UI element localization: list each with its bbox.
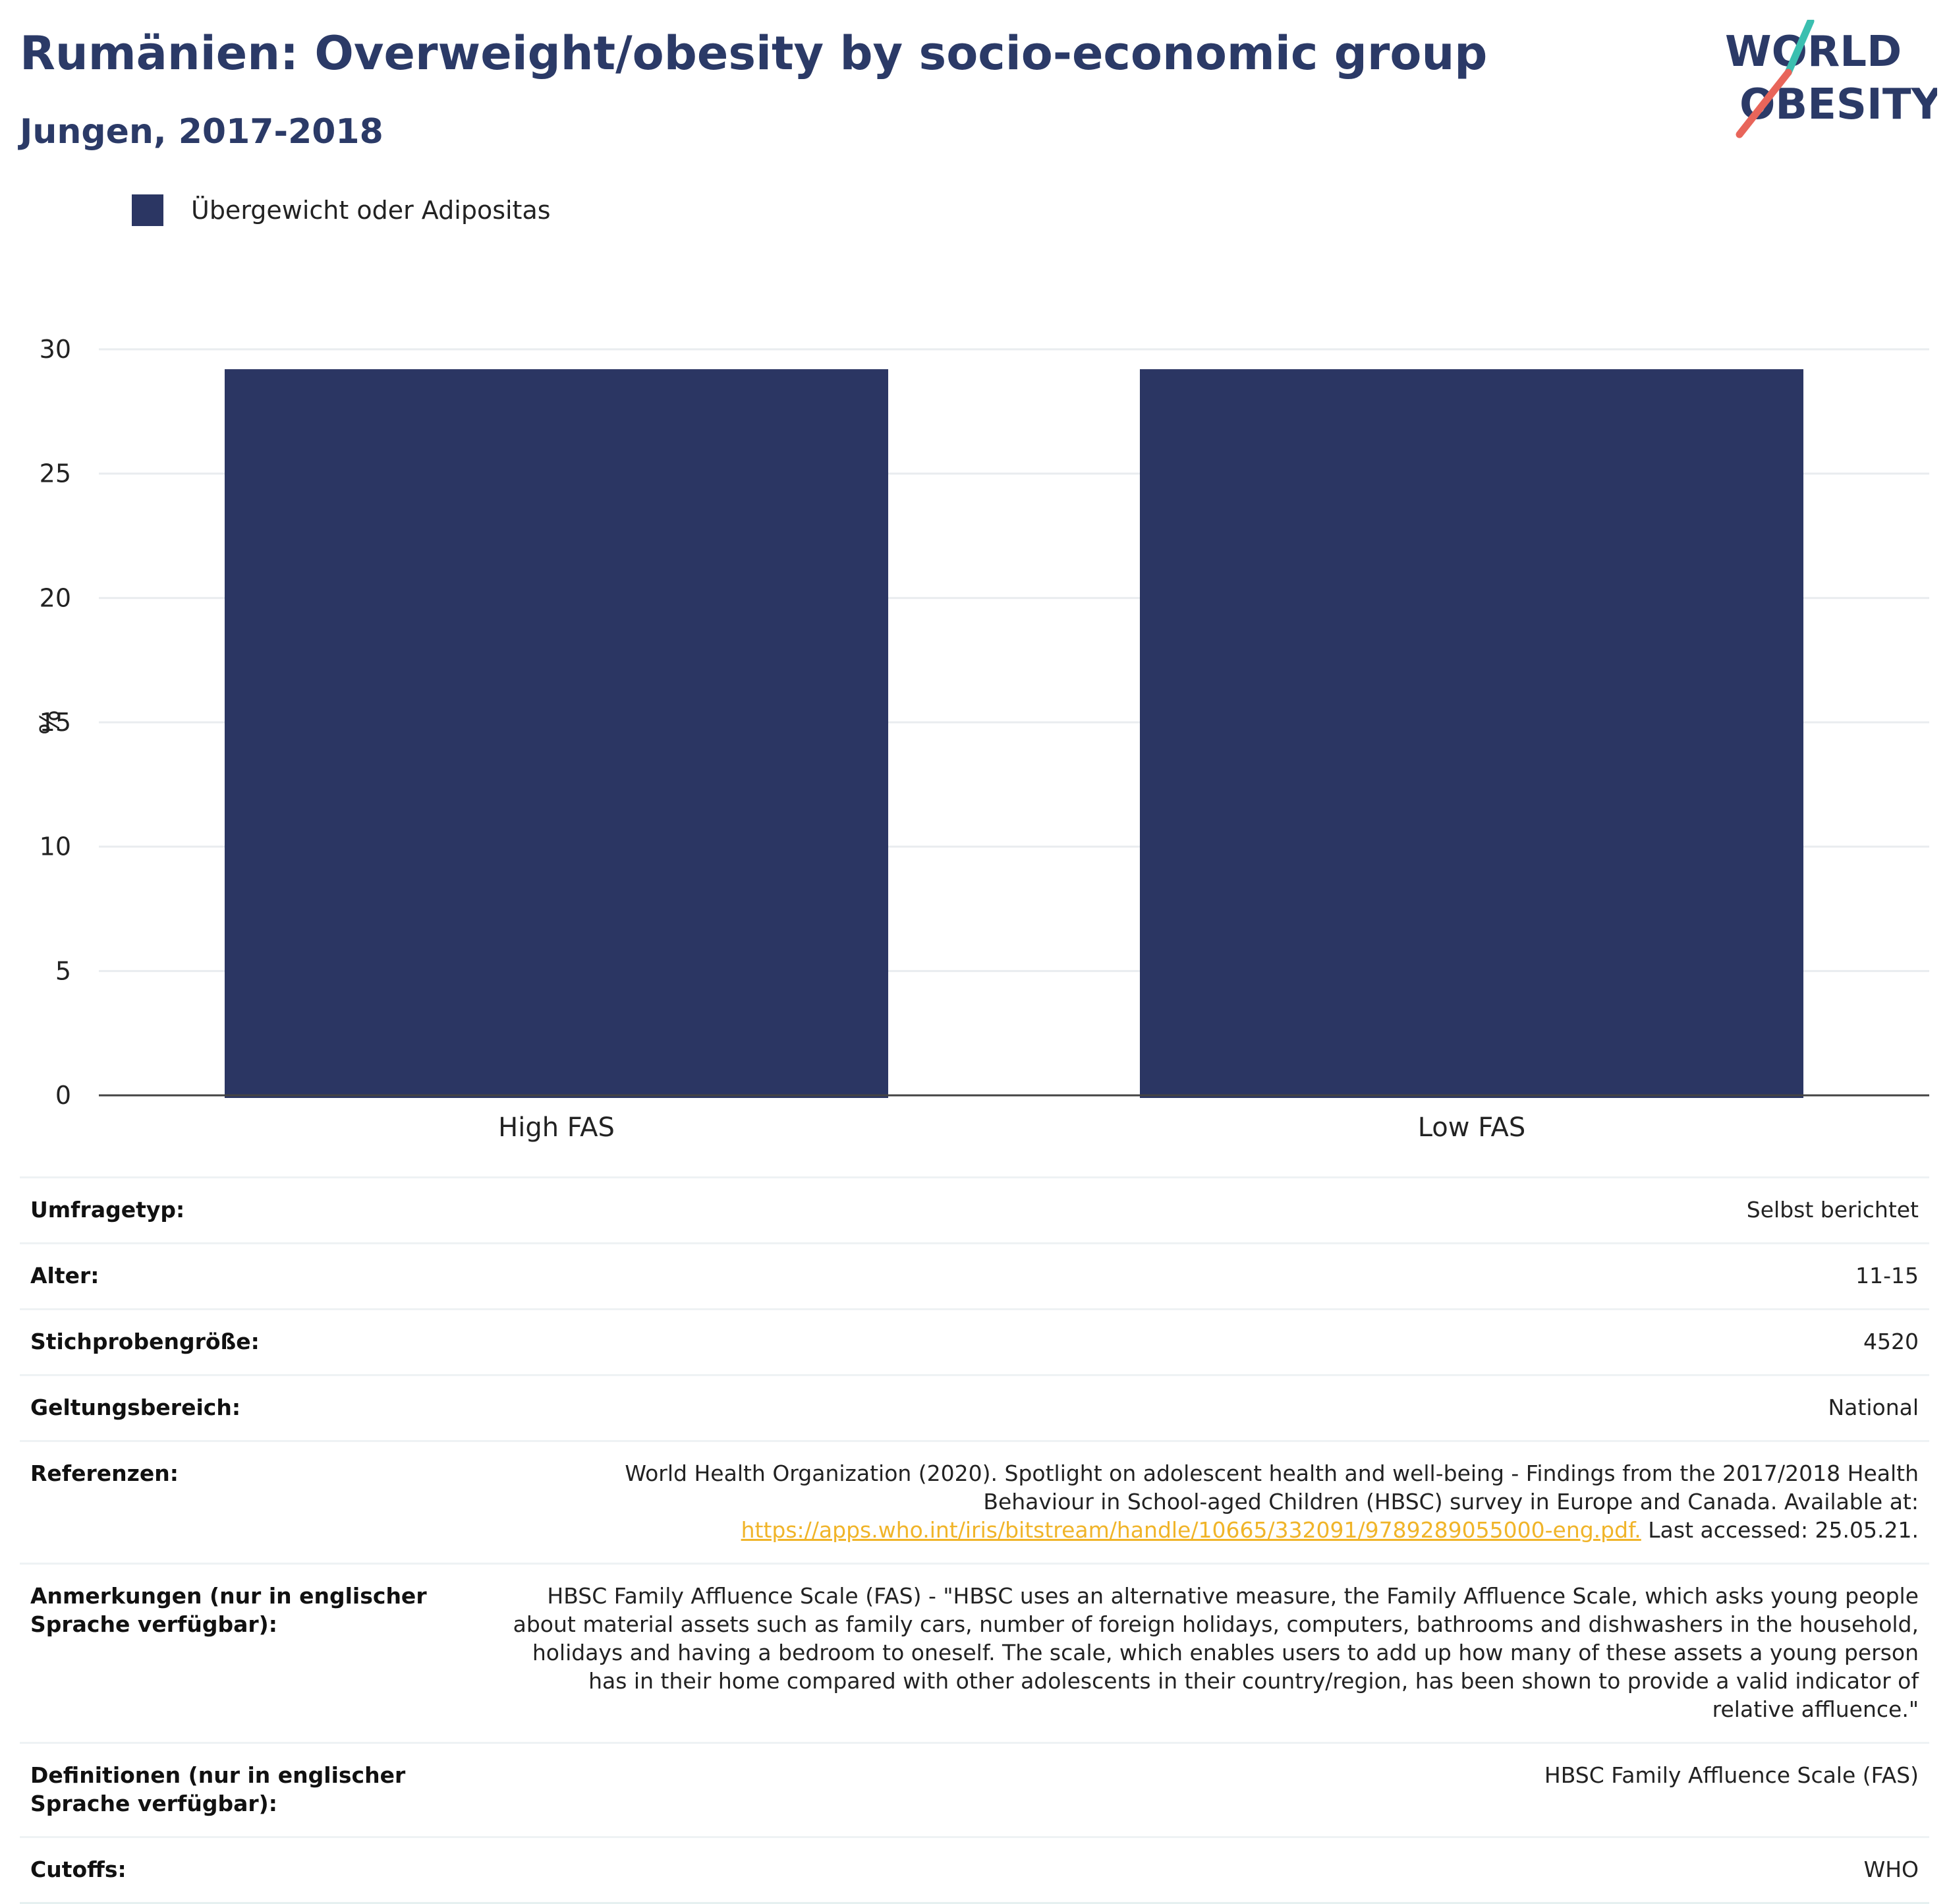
row-value: HBSC Family Affluence Scale (FAS) - "HBS… — [502, 1563, 1929, 1743]
page-subtitle: Jungen, 2017-2018 — [20, 112, 383, 152]
page-title: Rumänien: Overweight/obesity by socio-ec… — [20, 26, 1488, 80]
table-row-notes: Anmerkungen (nur in englischer Sprache v… — [20, 1563, 1929, 1743]
table-row-references: Referenzen: World Health Organization (2… — [20, 1440, 1929, 1564]
bar — [1139, 369, 1804, 1098]
reference-text: World Health Organization (2020). Spotli… — [625, 1460, 1919, 1515]
reference-link[interactable]: https://apps.who.int/iris/bitstream/hand… — [741, 1517, 1641, 1543]
row-value: WHO — [502, 1836, 1929, 1904]
row-value: 11-15 — [502, 1242, 1929, 1310]
row-label: Referenzen: — [20, 1440, 502, 1564]
chart-legend[interactable]: Übergewicht oder Adipositas — [132, 194, 551, 226]
row-label: Cutoffs: — [20, 1836, 502, 1904]
row-label: Anmerkungen (nur in englischer Sprache v… — [20, 1563, 502, 1743]
y-tick-label: 10 — [40, 832, 71, 861]
y-tick-label: 0 — [55, 1081, 71, 1110]
svg-text:OBESITY: OBESITY — [1739, 80, 1937, 129]
row-label: Geltungsbereich: — [20, 1374, 502, 1441]
row-label: Definitionen (nur in englischer Sprache … — [20, 1742, 502, 1837]
metadata-table: Umfragetyp: Selbst berichtet Alter: 11-1… — [20, 1176, 1929, 1904]
table-row-age: Alter: 11-15 — [20, 1242, 1929, 1310]
world-obesity-logo: WORLD OBESITY — [1725, 20, 1937, 138]
y-tick-label: 20 — [40, 583, 71, 612]
logo-slash-bottom — [1736, 69, 1792, 138]
reference-suffix: Last accessed: 25.05.21. — [1641, 1517, 1919, 1543]
bar — [224, 369, 889, 1098]
row-label: Umfragetyp: — [20, 1176, 502, 1244]
y-tick-label: 30 — [40, 335, 71, 364]
table-row-sample-size: Stichprobengröße: 4520 — [20, 1308, 1929, 1375]
logo-slash-top — [1784, 20, 1815, 76]
row-value: World Health Organization (2020). Spotli… — [502, 1440, 1929, 1564]
y-tick-label: 25 — [40, 459, 71, 488]
y-tick-label: 5 — [55, 956, 71, 985]
row-label: Stichprobengröße: — [20, 1308, 502, 1375]
table-row-definitions: Definitionen (nur in englischer Sprache … — [20, 1742, 1929, 1837]
bar-chart: 0 5 10 15 20 25 30 High FAS Low FAS% — [33, 335, 1929, 1143]
row-value: National — [502, 1374, 1929, 1441]
legend-swatch — [132, 194, 163, 226]
table-row-cutoffs: Cutoffs: WHO — [20, 1836, 1929, 1904]
y-tick-label: 15 — [40, 708, 71, 737]
table-row-scope: Geltungsbereich: National — [20, 1374, 1929, 1441]
table-row-survey-type: Umfragetyp: Selbst berichtet — [20, 1176, 1929, 1244]
legend-label: Übergewicht oder Adipositas — [191, 196, 551, 225]
svg-text:WORLD: WORLD — [1725, 28, 1902, 76]
row-value: Selbst berichtet — [502, 1176, 1929, 1244]
x-tick-label: High FAS — [498, 1112, 615, 1143]
row-value: 4520 — [502, 1308, 1929, 1375]
row-label: Alter: — [20, 1242, 502, 1310]
x-tick-label: Low FAS — [1418, 1112, 1526, 1143]
row-value: HBSC Family Affluence Scale (FAS) — [502, 1742, 1929, 1837]
y-axis-label: % — [33, 710, 63, 735]
